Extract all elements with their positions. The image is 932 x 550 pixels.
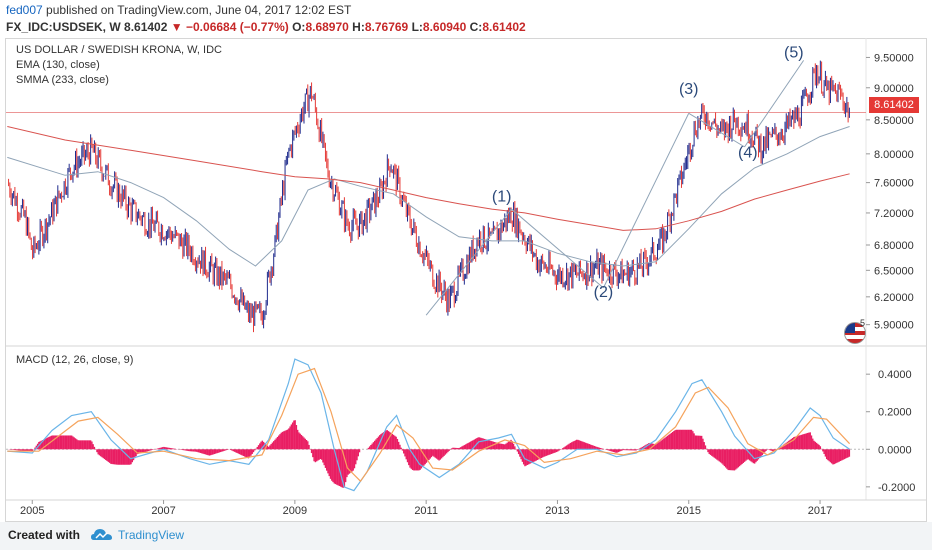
wave-label: (5) [784,44,804,61]
ema-legend: EMA (130, close) [16,59,100,71]
wave-line [744,60,805,148]
chart-frame [5,38,927,522]
down-arrow-icon: ▼ [170,20,183,34]
wave-label: (1) [492,188,512,205]
price-tick-label: 7.20000 [874,208,914,220]
price-tick-label: 8.50000 [874,115,914,127]
macd-line [7,358,850,492]
close-value: 8.61402 [482,20,526,34]
low-value: 8.60940 [422,20,467,34]
high-value: 8.76769 [364,20,409,34]
wave-line [425,208,512,316]
tradingview-cloud-icon [91,529,112,540]
chart-canvas[interactable]: 5.90000 6.20000 6.50000 6.80000 7.20000 7.600… [0,0,932,522]
macd-tick-label: 0.0000 [878,444,912,456]
macd-legend: MACD (12, 26, close, 9) [16,354,134,366]
wave-label: (2) [594,284,614,301]
published-text: published on TradingView.com, June 04, 2… [46,3,352,17]
author-link[interactable]: fed007 [6,3,43,17]
time-tick-label: 2005 [20,505,44,517]
last-price-box: 8.61402 [869,97,919,113]
price-tick-label: 9.50000 [874,52,914,64]
low-label: L: [411,20,423,34]
open-label: O: [292,20,306,34]
signal-line [7,367,851,483]
smma-legend: SMMA (233, close) [16,74,109,86]
smma-line [7,126,850,231]
close-label: C: [469,20,483,34]
us-flag-icon[interactable] [844,322,866,344]
created-with-label: Created with [8,528,81,542]
time-tick-label: 2013 [545,505,569,517]
last-price: 8.61402 [124,20,168,34]
price-tick-label: 5.90000 [874,320,914,332]
price-tick-label: 6.50000 [874,265,914,277]
price-tick-label: 7.60000 [874,178,914,190]
macd-tick-label: 0.2000 [878,407,912,419]
symbol-label: FX_IDC:USDSEK, W [6,20,121,34]
wave-line [602,113,690,289]
time-tick-label: 2011 [414,505,438,517]
macd-tick-label: -0.2000 [878,482,915,494]
header-line-2: FX_IDC:USDSEK, W 8.61402 ▼ −0.06684 (−0.… [6,20,526,34]
price-tick-label: 6.80000 [874,240,914,252]
wave-line [688,112,745,148]
wave-label: (3) [679,81,699,98]
open-value: 8.68970 [305,20,349,34]
high-label: H: [352,20,365,34]
tradingview-brand[interactable]: TradingView [118,528,185,542]
footer: Created with TradingView [0,522,932,550]
wave-label: (4) [738,144,758,161]
header-line-1: fed007 published on TradingView.com, Jun… [6,3,351,17]
time-tick-label: 2017 [808,505,832,517]
series-title: US DOLLAR / SWEDISH KRONA, W, IDC [16,44,222,56]
price-tick-label: 9.00000 [874,83,914,95]
time-tick-label: 2007 [151,505,175,517]
time-tick-label: 2015 [677,505,701,517]
price-change: −0.06684 (−0.77%) [186,20,289,34]
price-tick-label: 6.20000 [874,292,914,304]
ema-line [7,126,850,267]
wave-line [511,208,604,289]
time-tick-label: 2009 [283,505,307,517]
macd-tick-label: 0.4000 [878,369,912,381]
events-count-badge: 5 [860,318,866,328]
price-tick-label: 8.00000 [874,149,914,161]
